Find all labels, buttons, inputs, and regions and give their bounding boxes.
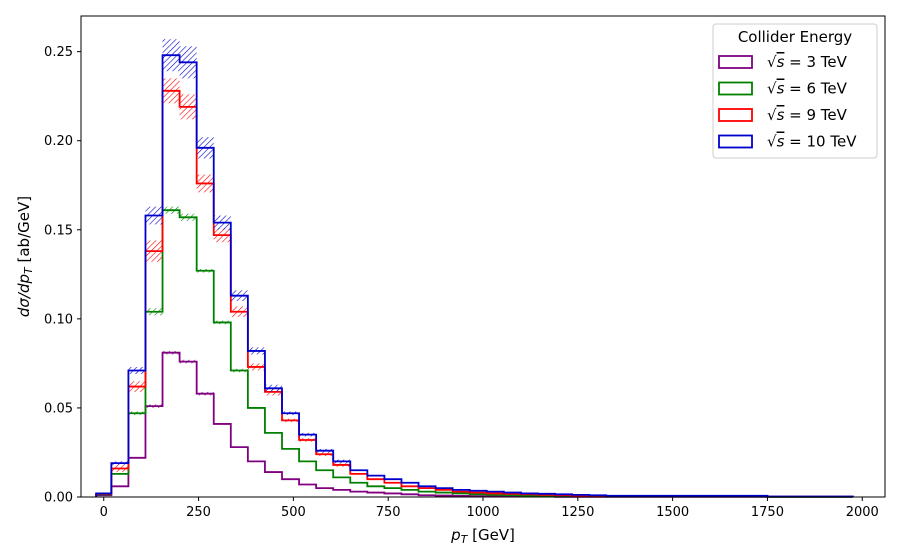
legend-label: √s = 6 TeV — [767, 80, 848, 98]
legend-label: √s = 10 TeV — [767, 133, 857, 151]
legend-swatch — [718, 134, 753, 149]
series-line — [95, 351, 854, 498]
series-10-tev — [95, 39, 854, 498]
legend-entry-6-tev: √s = 6 TeV — [718, 80, 848, 98]
y-tick-label: 0.00 — [44, 491, 73, 506]
series-line — [95, 209, 854, 498]
x-tick-label: 0 — [100, 505, 108, 520]
x-tick-label: 750 — [376, 505, 401, 520]
x-tick-label: 500 — [281, 505, 306, 520]
series-line — [95, 54, 854, 498]
y-tick-label: 0.25 — [44, 45, 73, 60]
legend-swatch — [718, 81, 753, 96]
x-tick-label: 1000 — [466, 505, 499, 520]
plot-area — [95, 39, 854, 498]
legend-label: √s = 9 TeV — [767, 106, 848, 124]
legend-title: Collider Energy — [738, 28, 852, 46]
legend-entry-3-tev: √s = 3 TeV — [718, 53, 848, 71]
y-tick-label: 0.05 — [44, 401, 73, 416]
axes: 0 250 500 750 1000 1250 1500 1750 2000 0.00 0.05 0.… — [15, 15, 886, 546]
legend: Collider Energy √s = 3 TeV √s = 6 TeV √s = … — [712, 23, 878, 159]
y-tick-label: 0.20 — [44, 134, 73, 149]
x-tick-label: 250 — [186, 505, 211, 520]
legend-entry-10-tev: √s = 10 TeV — [718, 133, 857, 151]
legend-swatch — [718, 55, 753, 69]
series-6-tev — [95, 206, 854, 498]
series-3-tev — [95, 350, 854, 498]
x-tick-label: 1750 — [751, 505, 784, 520]
x-tick-label: 1500 — [656, 505, 689, 520]
x-tick-label: 2000 — [846, 505, 879, 520]
x-axis-label: pT [GeV] — [450, 526, 515, 546]
legend-entry-9-tev: √s = 9 TeV — [718, 106, 848, 124]
y-tick-label: 0.10 — [44, 312, 73, 327]
y-tick-label: 0.15 — [44, 223, 73, 238]
legend-box — [712, 23, 878, 159]
legend-label: √s = 3 TeV — [767, 53, 848, 71]
y-axis-label: dσ/dpT [ab/GeV] — [15, 196, 35, 317]
x-tick-label: 1250 — [561, 505, 594, 520]
legend-swatch — [718, 108, 753, 122]
